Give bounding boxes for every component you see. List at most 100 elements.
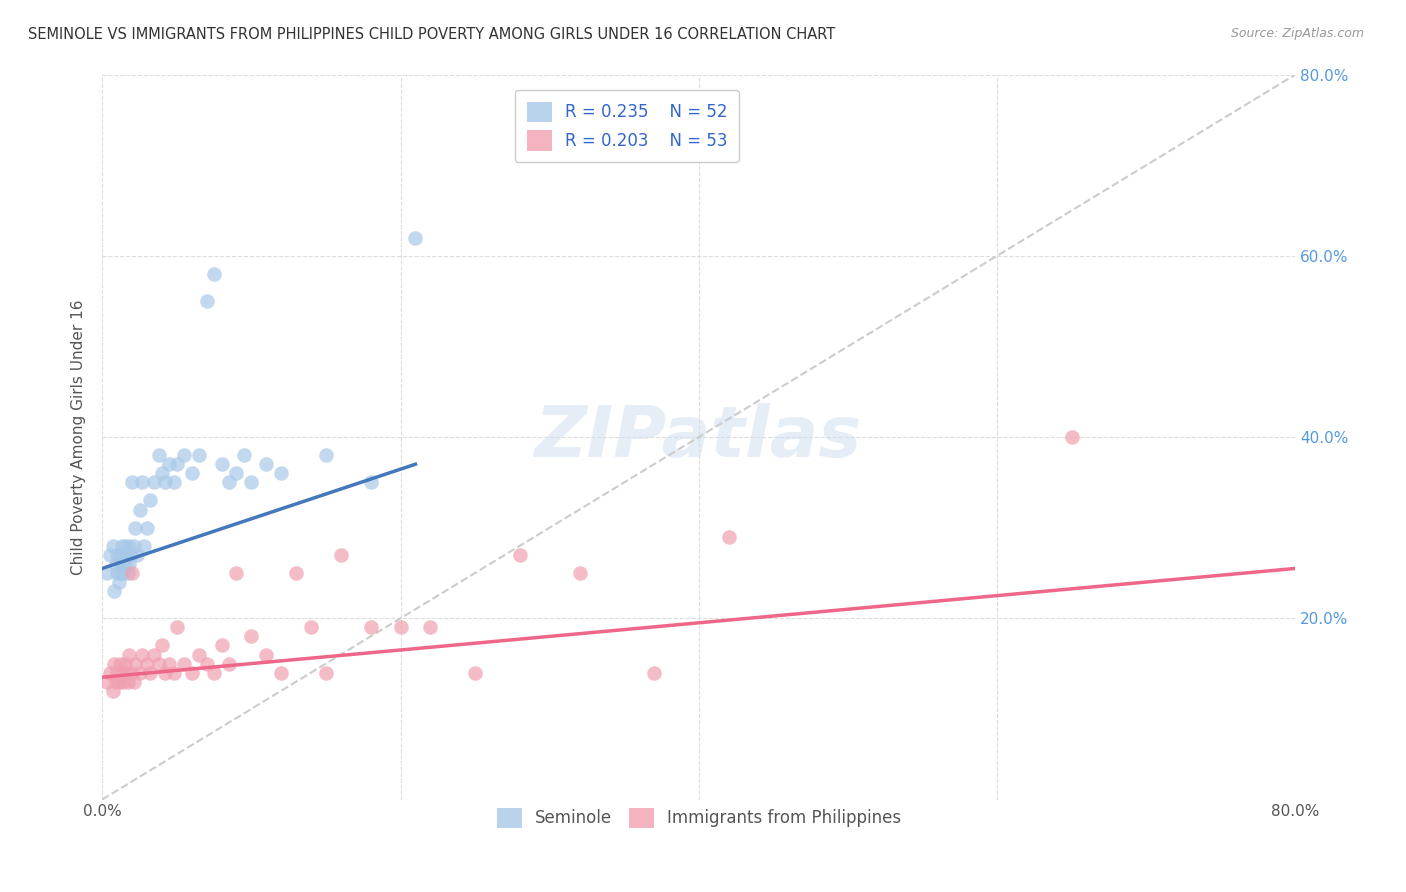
- Point: [285, 566, 308, 580]
- Point: [104, 674, 127, 689]
- Point: [299, 620, 322, 634]
- Point: [118, 648, 141, 662]
- Point: [143, 475, 166, 490]
- Point: [195, 294, 218, 309]
- Point: [315, 665, 337, 680]
- Text: Source: ZipAtlas.com: Source: ZipAtlas.com: [1230, 27, 1364, 40]
- Point: [124, 521, 146, 535]
- Point: [180, 665, 202, 680]
- Point: [232, 448, 254, 462]
- Point: [717, 530, 740, 544]
- Point: [108, 657, 131, 671]
- Point: [180, 467, 202, 481]
- Point: [108, 566, 131, 580]
- Point: [218, 475, 240, 490]
- Point: [107, 674, 129, 689]
- Point: [163, 475, 186, 490]
- Point: [315, 448, 337, 462]
- Point: [166, 620, 188, 634]
- Point: [121, 475, 143, 490]
- Point: [132, 539, 155, 553]
- Point: [188, 648, 211, 662]
- Point: [101, 683, 124, 698]
- Point: [112, 548, 135, 562]
- Point: [112, 566, 135, 580]
- Point: [240, 475, 263, 490]
- Point: [163, 665, 186, 680]
- Point: [121, 566, 143, 580]
- Point: [225, 566, 247, 580]
- Point: [114, 539, 136, 553]
- Point: [122, 539, 145, 553]
- Point: [464, 665, 486, 680]
- Point: [110, 539, 132, 553]
- Point: [195, 657, 218, 671]
- Point: [139, 493, 162, 508]
- Point: [240, 629, 263, 643]
- Point: [143, 648, 166, 662]
- Text: ZIPatlas: ZIPatlas: [536, 402, 862, 472]
- Point: [96, 566, 118, 580]
- Point: [105, 548, 128, 562]
- Point: [125, 548, 148, 562]
- Point: [120, 548, 142, 562]
- Point: [98, 665, 121, 680]
- Point: [254, 457, 277, 471]
- Point: [509, 548, 531, 562]
- Point: [105, 665, 128, 680]
- Point: [173, 657, 195, 671]
- Point: [188, 448, 211, 462]
- Point: [115, 548, 138, 562]
- Point: [118, 557, 141, 571]
- Point: [118, 539, 141, 553]
- Point: [568, 566, 591, 580]
- Point: [419, 620, 441, 634]
- Point: [166, 457, 188, 471]
- Point: [117, 674, 139, 689]
- Point: [108, 548, 131, 562]
- Point: [329, 548, 352, 562]
- Point: [112, 674, 135, 689]
- Point: [150, 467, 173, 481]
- Point: [360, 620, 382, 634]
- Point: [131, 648, 153, 662]
- Point: [107, 574, 129, 589]
- Point: [202, 267, 225, 281]
- Point: [96, 674, 118, 689]
- Point: [110, 665, 132, 680]
- Point: [122, 674, 145, 689]
- Point: [254, 648, 277, 662]
- Point: [117, 566, 139, 580]
- Point: [101, 539, 124, 553]
- Point: [404, 230, 426, 244]
- Point: [124, 657, 146, 671]
- Point: [114, 557, 136, 571]
- Point: [225, 467, 247, 481]
- Point: [128, 502, 150, 516]
- Point: [157, 457, 180, 471]
- Point: [136, 521, 159, 535]
- Point: [157, 657, 180, 671]
- Point: [389, 620, 412, 634]
- Y-axis label: Child Poverty Among Girls Under 16: Child Poverty Among Girls Under 16: [72, 300, 86, 574]
- Point: [110, 557, 132, 571]
- Text: SEMINOLE VS IMMIGRANTS FROM PHILIPPINES CHILD POVERTY AMONG GIRLS UNDER 16 CORRE: SEMINOLE VS IMMIGRANTS FROM PHILIPPINES …: [28, 27, 835, 42]
- Point: [104, 557, 127, 571]
- Point: [270, 665, 292, 680]
- Point: [103, 584, 125, 599]
- Point: [211, 639, 233, 653]
- Point: [360, 475, 382, 490]
- Legend: Seminole, Immigrants from Philippines: Seminole, Immigrants from Philippines: [489, 801, 908, 835]
- Point: [103, 657, 125, 671]
- Point: [114, 657, 136, 671]
- Point: [128, 665, 150, 680]
- Point: [120, 665, 142, 680]
- Point: [131, 475, 153, 490]
- Point: [148, 448, 170, 462]
- Point: [1060, 430, 1083, 444]
- Point: [139, 665, 162, 680]
- Point: [173, 448, 195, 462]
- Point: [153, 475, 176, 490]
- Point: [150, 639, 173, 653]
- Point: [115, 665, 138, 680]
